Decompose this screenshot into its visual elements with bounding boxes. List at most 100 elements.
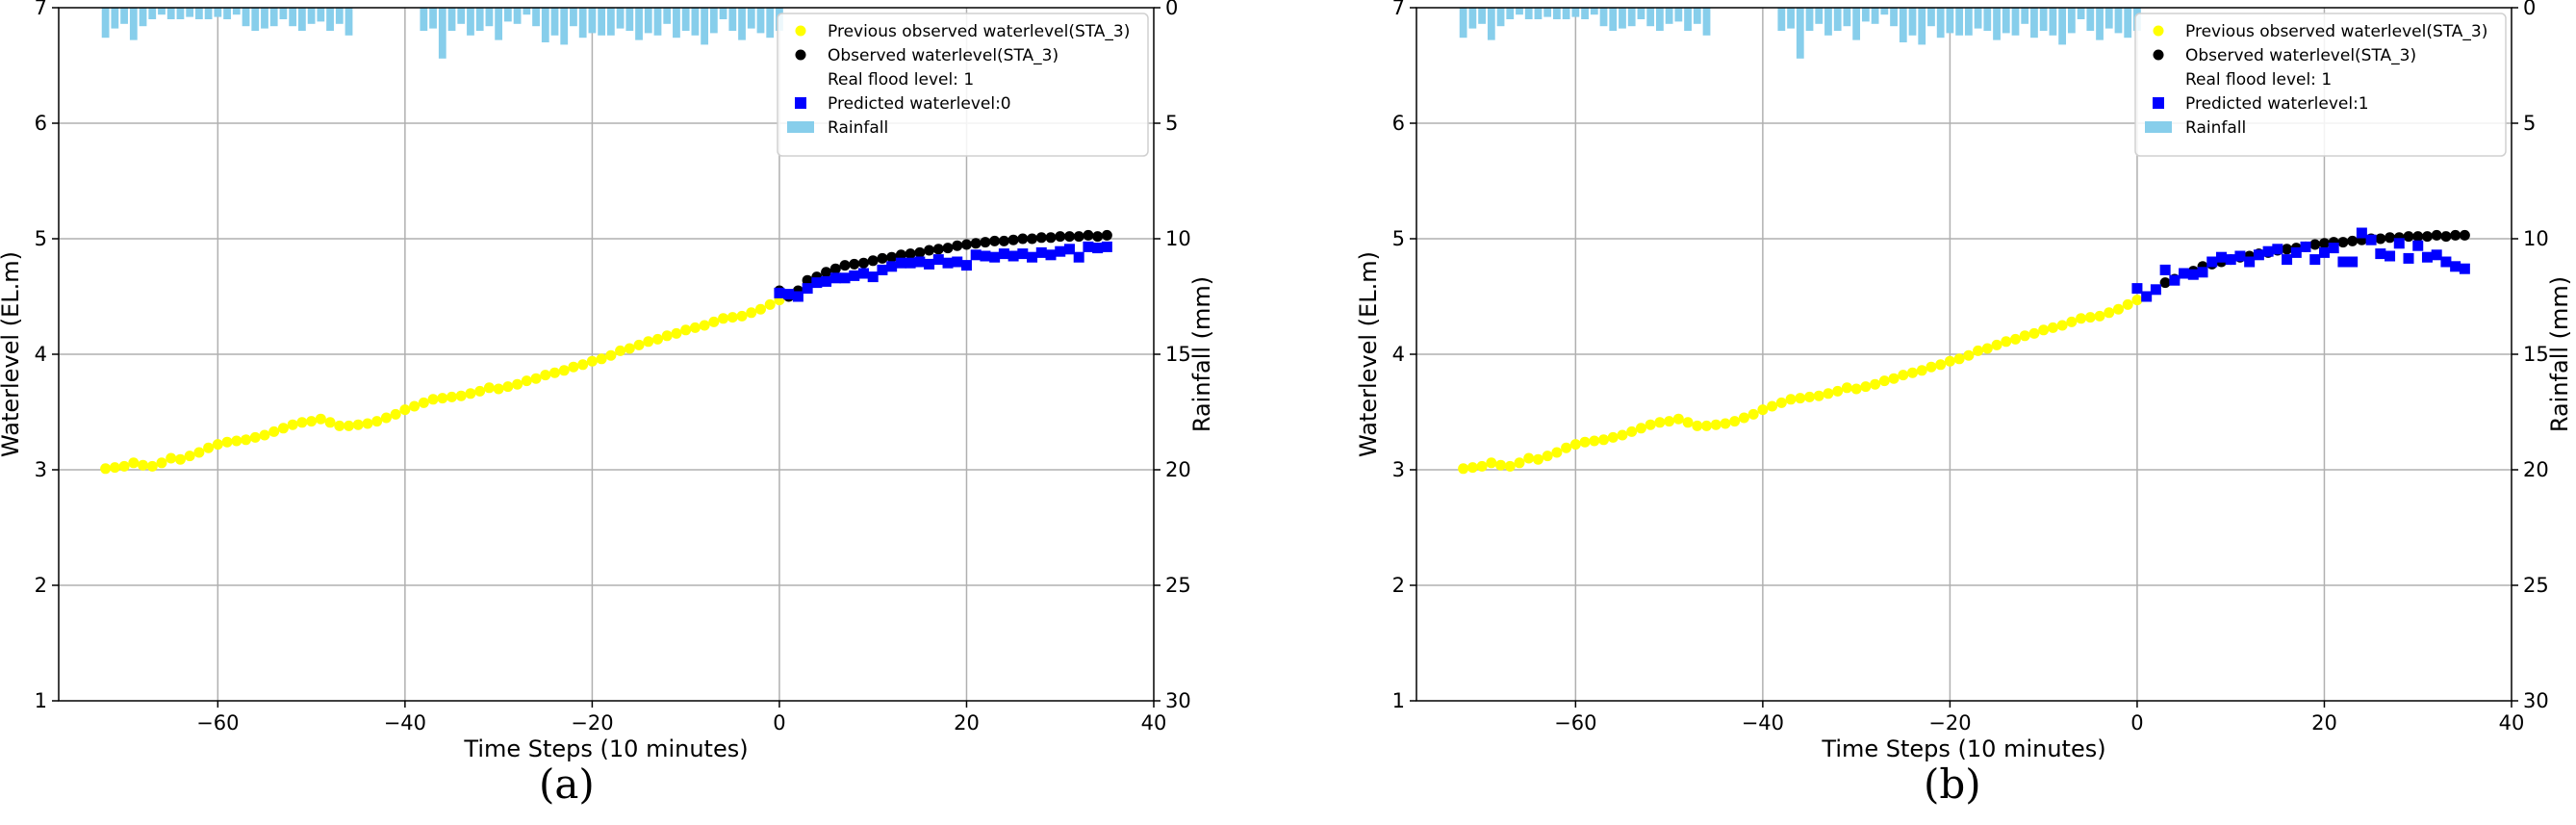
legend-marker bbox=[795, 25, 806, 37]
rainfall-bar bbox=[335, 8, 344, 24]
predicted-point bbox=[924, 258, 935, 270]
previous-observed-point bbox=[249, 431, 261, 443]
x-tick-label: 40 bbox=[1141, 711, 1167, 735]
predicted-point bbox=[2375, 248, 2386, 260]
observed-point bbox=[839, 260, 851, 271]
rainfall-bar bbox=[1993, 8, 2001, 40]
previous-observed-point bbox=[399, 404, 411, 416]
previous-observed-point bbox=[1907, 367, 1919, 378]
previous-observed-point bbox=[1738, 412, 1749, 424]
previous-observed-point bbox=[727, 312, 738, 323]
rainfall-bar bbox=[550, 8, 559, 36]
rainfall-bar bbox=[1655, 8, 1664, 31]
y-tick-label: 1 bbox=[35, 689, 47, 712]
x-axis-label: Time Steps (10 minutes) bbox=[463, 735, 748, 762]
rainfall-bar bbox=[1627, 8, 1636, 27]
rainfall-bar bbox=[166, 8, 175, 19]
rainfall-bar bbox=[1918, 8, 1926, 45]
observed-point bbox=[914, 246, 926, 258]
previous-observed-point bbox=[1645, 419, 1656, 430]
y-tick-label: 3 bbox=[1392, 458, 1405, 481]
rainfall-bar bbox=[457, 8, 466, 24]
predicted-point bbox=[1101, 241, 1112, 252]
previous-observed-point bbox=[1514, 457, 1525, 469]
predicted-point bbox=[2459, 263, 2470, 274]
observed-point bbox=[932, 244, 944, 255]
predicted-point bbox=[1045, 249, 1057, 261]
rainfall-bar bbox=[1861, 8, 1870, 22]
y-right-tick-label: 10 bbox=[2523, 227, 2549, 250]
x-tick-label: −40 bbox=[1742, 711, 1784, 735]
previous-observed-point bbox=[1935, 359, 1947, 371]
observed-point bbox=[849, 258, 860, 270]
y-tick-label: 7 bbox=[35, 0, 47, 19]
rainfall-bar bbox=[1553, 8, 1561, 19]
previous-observed-point bbox=[1542, 451, 1553, 462]
rainfall-bar bbox=[2030, 8, 2038, 39]
rainfall-bar bbox=[1609, 8, 1618, 31]
observed-point bbox=[998, 235, 1009, 246]
rainfall-bar bbox=[317, 8, 325, 22]
predicted-point bbox=[1083, 241, 1094, 252]
rainfall-bar bbox=[1946, 8, 1954, 34]
predicted-point bbox=[2141, 291, 2153, 302]
previous-observed-point bbox=[259, 429, 270, 441]
previous-observed-point bbox=[1888, 373, 1900, 384]
predicted-point bbox=[960, 260, 972, 271]
previous-observed-point bbox=[754, 303, 766, 315]
observed-point bbox=[821, 267, 832, 278]
rainfall-bar bbox=[1936, 8, 1945, 39]
rainfall-bar bbox=[2067, 8, 2076, 34]
previous-observed-point bbox=[380, 412, 392, 424]
previous-observed-point bbox=[465, 388, 476, 400]
predicted-point bbox=[2347, 256, 2359, 268]
rainfall-bar bbox=[261, 8, 268, 29]
rainfall-bar bbox=[1805, 8, 1814, 31]
rainfall-bar bbox=[1562, 8, 1570, 19]
previous-observed-point bbox=[1617, 429, 1628, 441]
predicted-point bbox=[2187, 269, 2199, 280]
rainfall-bar bbox=[495, 8, 503, 40]
predicted-point bbox=[2440, 256, 2452, 268]
predicted-point bbox=[2150, 284, 2161, 296]
y-tick-label: 6 bbox=[1392, 112, 1405, 135]
previous-observed-point bbox=[1860, 381, 1872, 393]
rainfall-bar bbox=[289, 8, 297, 27]
rainfall-bar bbox=[625, 8, 634, 31]
previous-observed-point bbox=[352, 419, 364, 430]
predicted-point bbox=[1073, 251, 1084, 263]
predicted-point bbox=[2403, 252, 2414, 264]
rainfall-bar bbox=[1890, 8, 1898, 27]
rainfall-bar bbox=[701, 8, 709, 45]
previous-observed-point bbox=[156, 457, 167, 469]
rainfall-bar bbox=[747, 8, 755, 29]
legend-marker bbox=[2153, 97, 2164, 109]
rainfall-bar bbox=[1646, 8, 1655, 27]
previous-observed-point bbox=[1532, 453, 1543, 465]
predicted-point bbox=[980, 250, 991, 262]
y-right-tick-label: 30 bbox=[2523, 689, 2549, 712]
rainfall-bar bbox=[232, 8, 241, 15]
predicted-point bbox=[1035, 246, 1047, 258]
previous-observed-point bbox=[671, 327, 682, 339]
observed-point bbox=[1017, 233, 1029, 245]
x-tick-label: 20 bbox=[2311, 711, 2337, 735]
legend-label: Previous observed waterlevel(STA_3) bbox=[828, 22, 1130, 41]
observed-point bbox=[1073, 231, 1084, 243]
predicted-point bbox=[2225, 254, 2236, 266]
observed-point bbox=[2337, 237, 2349, 248]
predicted-point bbox=[2309, 254, 2321, 266]
rainfall-bar bbox=[756, 8, 765, 34]
rainfall-bar bbox=[1880, 8, 1889, 15]
x-tick-label: 0 bbox=[773, 711, 785, 735]
observed-point bbox=[2440, 231, 2452, 243]
previous-observed-point bbox=[718, 313, 729, 324]
previous-observed-point bbox=[746, 307, 757, 319]
observed-point bbox=[2375, 233, 2386, 245]
rainfall-bar bbox=[2049, 8, 2057, 36]
predicted-point bbox=[1027, 251, 1038, 263]
predicted-point bbox=[811, 277, 823, 289]
previous-observed-point bbox=[1626, 425, 1638, 437]
previous-observed-point bbox=[1823, 388, 1834, 400]
